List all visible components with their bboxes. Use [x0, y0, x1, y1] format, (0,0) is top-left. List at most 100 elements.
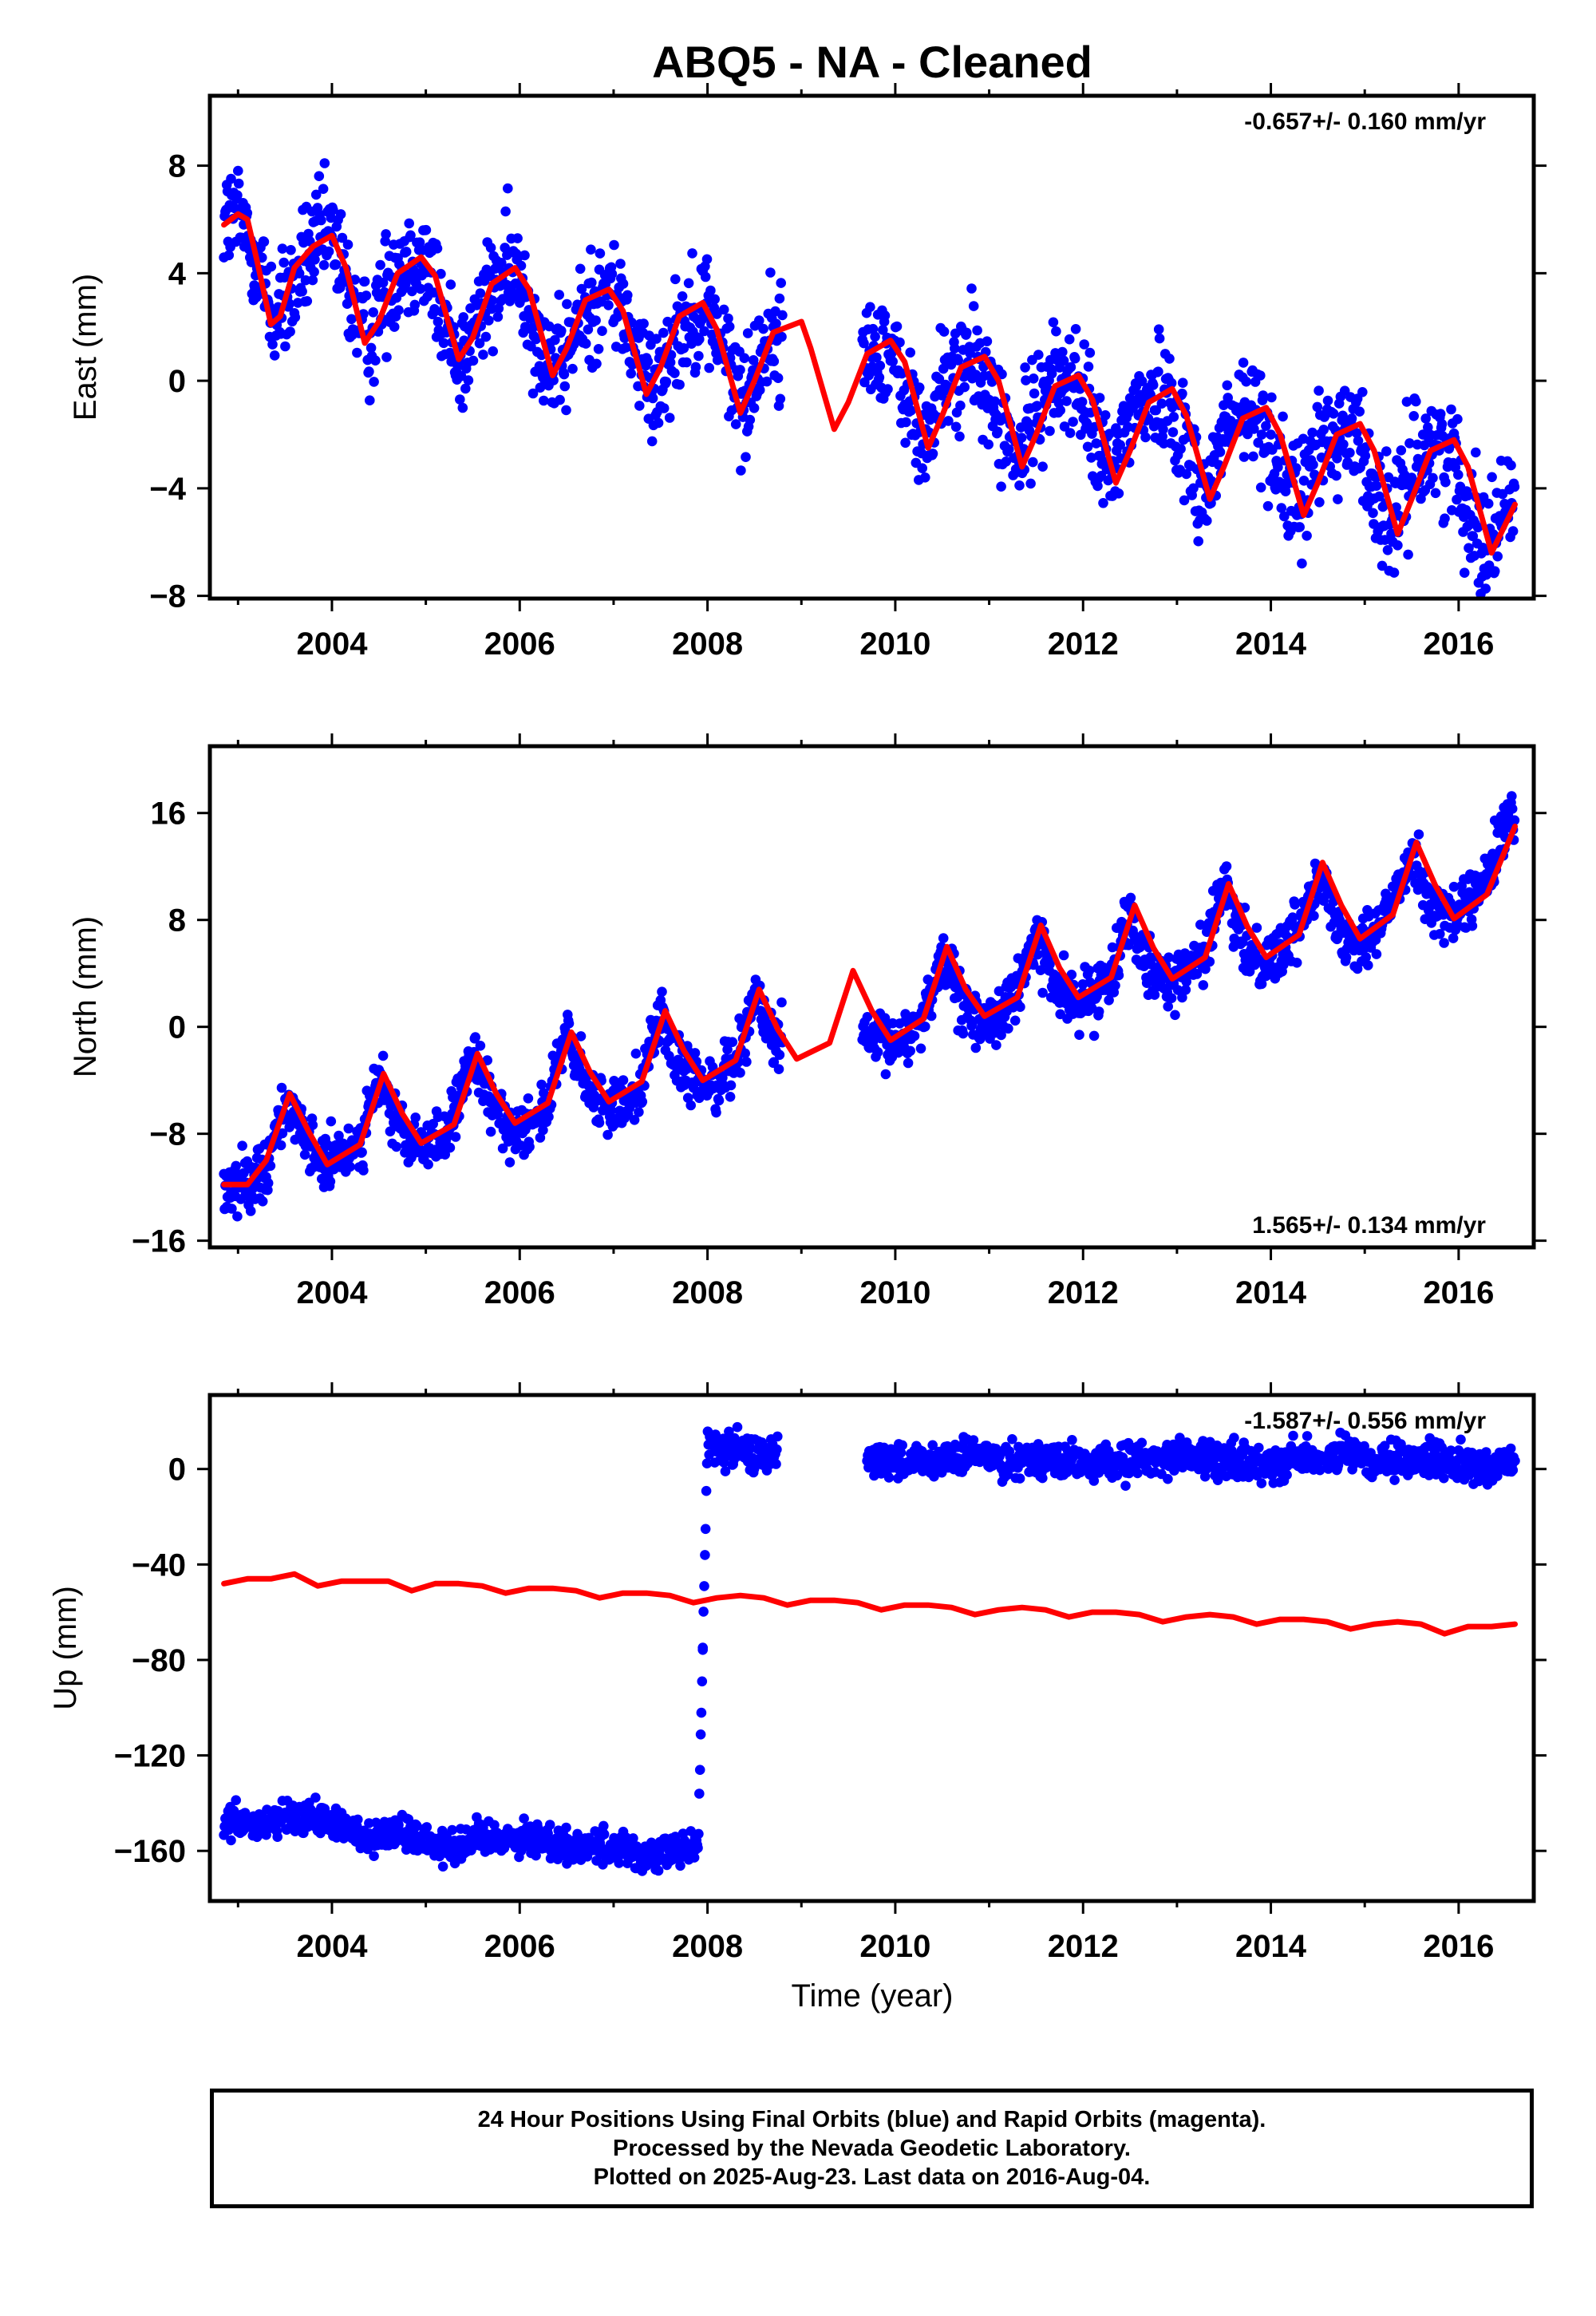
observation-point [653, 1865, 664, 1876]
y-tick-label: 8 [168, 149, 186, 184]
observation-point [1351, 428, 1362, 438]
x-tick-label: 2006 [484, 626, 555, 662]
observation-point [603, 300, 614, 310]
observation-point [342, 239, 354, 250]
observation-point [1095, 450, 1106, 461]
observation-point [285, 326, 295, 337]
observation-point [694, 334, 705, 345]
observation-point [871, 352, 882, 363]
observation-point [927, 449, 938, 459]
observation-point [1104, 1445, 1114, 1456]
observation-point [647, 393, 658, 404]
observation-point [929, 1471, 939, 1482]
rate-annotation: 1.565+/- 0.134 mm/yr [1252, 1212, 1486, 1239]
observation-point [335, 209, 346, 219]
x-tick-label: 2004 [296, 626, 368, 662]
observation-point [646, 436, 658, 447]
observation-point [598, 1820, 609, 1832]
observation-point [773, 1064, 784, 1074]
observation-point [903, 1057, 914, 1069]
observation-point [1459, 567, 1470, 578]
observation-point [772, 1444, 782, 1455]
observation-point [1177, 992, 1187, 1003]
observation-point [1360, 450, 1371, 461]
observation-point [1163, 1473, 1173, 1484]
observation-point [1471, 447, 1481, 458]
observation-point [678, 343, 689, 354]
observation-point [1168, 412, 1179, 422]
observation-point [1238, 452, 1250, 462]
observation-point [554, 290, 564, 300]
observation-point [226, 173, 236, 184]
observation-point [938, 933, 949, 943]
observation-point [1051, 326, 1061, 337]
observation-point [1032, 401, 1042, 411]
observation-point [1248, 451, 1258, 462]
observation-point [878, 325, 888, 335]
observation-point [539, 1088, 549, 1098]
observation-point [1001, 456, 1012, 467]
observation-point [1361, 952, 1371, 962]
observation-point [965, 348, 975, 359]
observation-point [1093, 1006, 1104, 1017]
y-tick-label: −8 [149, 579, 186, 615]
observation-point [630, 1048, 642, 1059]
observation-point [774, 293, 785, 304]
observation-point [393, 1820, 404, 1830]
observation-point [865, 302, 875, 313]
observation-point [1158, 424, 1168, 435]
observation-point [1025, 478, 1036, 489]
observation-point [1256, 429, 1267, 440]
observation-point [1125, 892, 1136, 903]
observation-point [658, 327, 669, 338]
observation-point [1065, 428, 1076, 438]
observation-point [1354, 406, 1365, 417]
observation-point [463, 375, 474, 385]
observation-point [1163, 952, 1174, 962]
observation-point [302, 296, 313, 306]
observation-point [1115, 440, 1125, 450]
observation-point [555, 394, 565, 405]
observation-point [1021, 375, 1031, 385]
observation-point [774, 1049, 785, 1061]
observation-point [1193, 536, 1203, 547]
observation-point [1058, 355, 1069, 366]
observation-point [1177, 388, 1187, 399]
observation-point [290, 312, 301, 322]
observation-point [693, 1843, 703, 1853]
observation-point [1419, 440, 1430, 451]
observation-point [954, 431, 965, 442]
observation-point [722, 1044, 733, 1055]
observation-point [1077, 397, 1088, 407]
observation-point [1440, 513, 1450, 524]
observation-point [618, 1075, 629, 1085]
observation-point [299, 1149, 310, 1160]
plot-frame [207, 744, 1536, 1250]
observation-point [677, 291, 688, 302]
observation-point [775, 393, 786, 405]
observation-point [1113, 488, 1124, 499]
observation-point [1374, 491, 1385, 502]
observation-point [391, 1141, 402, 1152]
observation-point [696, 1707, 707, 1718]
observation-point [1278, 959, 1289, 970]
y-tick-label: 4 [168, 256, 187, 291]
observation-point [1288, 1430, 1298, 1441]
observation-point [683, 278, 694, 289]
observation-point [996, 481, 1006, 492]
observation-point [670, 368, 680, 378]
observation-point [1439, 938, 1449, 948]
observation-point [970, 1042, 982, 1053]
observation-point [1430, 488, 1441, 499]
observation-point [661, 377, 672, 387]
observation-point [1028, 373, 1039, 384]
x-tick-label: 2008 [672, 626, 743, 662]
observation-point [1401, 397, 1412, 407]
observation-point [337, 232, 348, 243]
observation-point [488, 346, 498, 357]
observation-point [450, 1132, 461, 1142]
observation-point [776, 331, 787, 342]
observation-point [269, 350, 280, 361]
observation-point [1107, 942, 1118, 953]
observation-point [1064, 334, 1075, 345]
